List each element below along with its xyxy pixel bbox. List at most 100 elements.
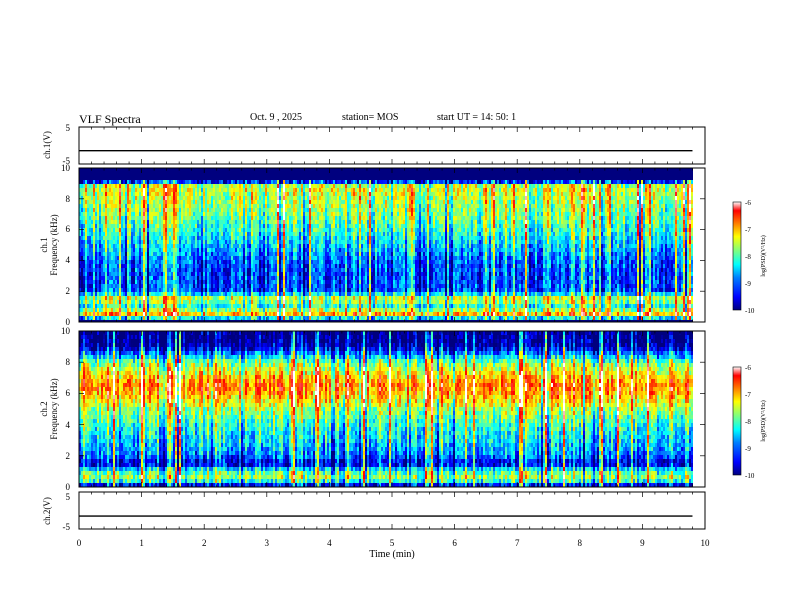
spectrogram-cell (123, 188, 125, 192)
spectrogram-cell (277, 312, 279, 316)
spectrogram-cell (141, 224, 143, 228)
spectrogram-cell (187, 196, 189, 200)
spectrogram-cell (205, 276, 207, 280)
spectrogram-cell (181, 316, 183, 320)
spectrogram-cell (109, 184, 111, 188)
spectrogram-cell (293, 280, 295, 284)
spectrogram-cell (171, 196, 173, 200)
spectrogram-cell (259, 264, 261, 268)
spectrogram-cell (131, 220, 133, 224)
spectrogram-cell (303, 284, 305, 288)
spectrogram-cell (143, 256, 145, 260)
spectrogram-cell (165, 192, 167, 196)
spectrogram-cell (289, 220, 291, 224)
spectrogram-cell (161, 176, 163, 180)
spectrogram-cell (81, 316, 83, 320)
spectrogram-cell (313, 312, 315, 316)
spectrogram-cell (323, 256, 325, 260)
spectrogram-cell (117, 272, 119, 276)
spectrogram-cell (133, 272, 135, 276)
spectrogram-cell (223, 272, 225, 276)
spectrogram-cell (117, 176, 119, 180)
spectrogram-cell (129, 292, 131, 296)
spectrogram-cell (157, 224, 159, 228)
spectrogram-cell (113, 280, 115, 284)
spectrogram-cell (239, 264, 241, 268)
spectrogram-cell (195, 176, 197, 180)
spectrogram-cell (265, 292, 267, 296)
spectrogram-cell (299, 184, 301, 188)
spectrogram-cell (133, 208, 135, 212)
spectrogram-cell (205, 280, 207, 284)
spectrogram-cell (127, 244, 129, 248)
spectrogram-cell (125, 168, 127, 172)
spectrogram-cell (265, 284, 267, 288)
spectrogram-cell (117, 312, 119, 316)
spectrogram-cell (197, 208, 199, 212)
spectrogram-cell (269, 288, 271, 292)
spectrogram-cell (109, 260, 111, 264)
spectrogram-cell (83, 300, 85, 304)
spectrogram-cell (303, 184, 305, 188)
spectrogram-cell (273, 312, 275, 316)
spectrogram-cell (243, 312, 245, 316)
spectrogram-cell (191, 192, 193, 196)
spectrogram-cell (273, 216, 275, 220)
spectrogram-cell (141, 180, 143, 184)
spectrogram-cell (257, 312, 259, 316)
spectrogram-cell (257, 252, 259, 256)
spectrogram-cell (297, 188, 299, 192)
spectrogram-cell (233, 212, 235, 216)
spectrogram-cell (255, 212, 257, 216)
spectrogram-cell (101, 292, 103, 296)
spectrogram-cell (321, 288, 323, 292)
spectrogram-cell (95, 176, 97, 180)
spectrogram-cell (103, 172, 105, 176)
spectrogram-cell (313, 252, 315, 256)
spectrogram-cell (209, 312, 211, 316)
spectrogram-cell (203, 192, 205, 196)
spectrogram-cell (183, 208, 185, 212)
spectrogram-cell (253, 192, 255, 196)
spectrogram-cell (309, 200, 311, 204)
spectrogram-cell (145, 248, 147, 252)
spectrogram-cell (289, 200, 291, 204)
spectrogram-cell (275, 240, 277, 244)
spectrogram-cell (193, 256, 195, 260)
spectrogram-cell (279, 252, 281, 256)
spectrogram-cell (323, 248, 325, 252)
spectrogram-cell (273, 256, 275, 260)
spectrogram-cell (233, 168, 235, 172)
spectrogram-cell (223, 292, 225, 296)
spectrogram-cell (219, 168, 221, 172)
spectrogram-cell (205, 216, 207, 220)
spectrogram-cell (219, 268, 221, 272)
spectrogram-cell (245, 224, 247, 228)
spectrogram-cell (209, 288, 211, 292)
spectrogram-cell (173, 192, 175, 196)
spectrogram-cell (309, 184, 311, 188)
spectrogram-cell (191, 256, 193, 260)
spectrogram-cell (243, 220, 245, 224)
spectrogram-cell (83, 280, 85, 284)
spectrogram-cell (309, 276, 311, 280)
spectrogram-cell (117, 212, 119, 216)
spectrogram-cell (321, 296, 323, 300)
spectrogram-cell (149, 272, 151, 276)
spectrogram-cell (177, 224, 179, 228)
spectrogram-cell (175, 264, 177, 268)
spectrogram-cell (293, 208, 295, 212)
spectrogram-cell (319, 316, 321, 320)
spectrogram-cell (125, 172, 127, 176)
spectrogram-cell (255, 168, 257, 172)
spectrogram-cell (169, 220, 171, 224)
spectrogram-cell (295, 196, 297, 200)
spectrogram-cell (267, 232, 269, 236)
spectrogram-cell (87, 196, 89, 200)
spectrogram-cell (279, 196, 281, 200)
spectrogram-cell (237, 176, 239, 180)
spectrogram-cell (137, 300, 139, 304)
spectrogram-cell (87, 252, 89, 256)
spectrogram-cell (161, 280, 163, 284)
spectrogram-cell (85, 176, 87, 180)
